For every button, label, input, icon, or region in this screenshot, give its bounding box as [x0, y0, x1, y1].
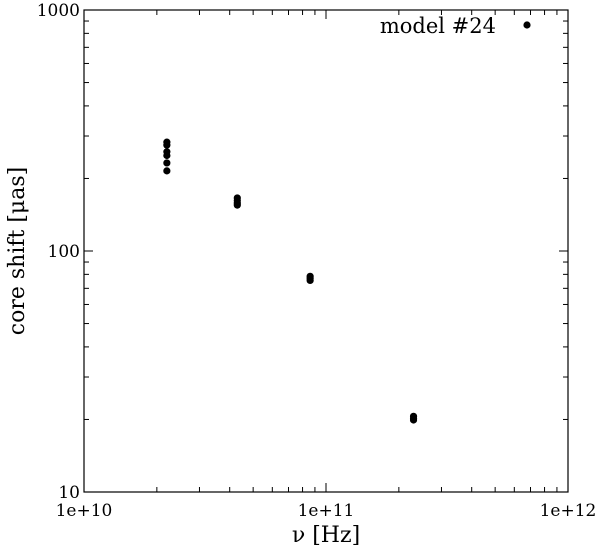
data-point — [409, 416, 418, 424]
y-axis-label: core shift [μas] — [5, 167, 30, 335]
minor-ticks — [84, 10, 568, 492]
data-points — [163, 138, 418, 424]
data-point — [163, 167, 171, 175]
data-point — [306, 276, 314, 285]
legend-label: model #24 — [380, 14, 496, 38]
y-tick-label: 10 — [58, 483, 80, 503]
x-tick-label: 1e+12 — [540, 501, 597, 521]
legend-marker — [523, 21, 531, 29]
y-tick-label: 100 — [48, 242, 80, 262]
x-axis-label: ν [Hz] — [292, 523, 360, 547]
data-point — [233, 201, 241, 209]
x-tick-label: 1e+11 — [298, 501, 355, 521]
data-point — [163, 141, 171, 149]
legend: model #24 — [380, 14, 531, 38]
x-tick-label: 1e+10 — [56, 501, 113, 521]
y-tick-label: 1000 — [37, 1, 80, 21]
data-point — [163, 159, 171, 167]
major-ticks — [83, 9, 569, 493]
data-point — [163, 151, 171, 160]
plot-frame — [83, 9, 569, 493]
